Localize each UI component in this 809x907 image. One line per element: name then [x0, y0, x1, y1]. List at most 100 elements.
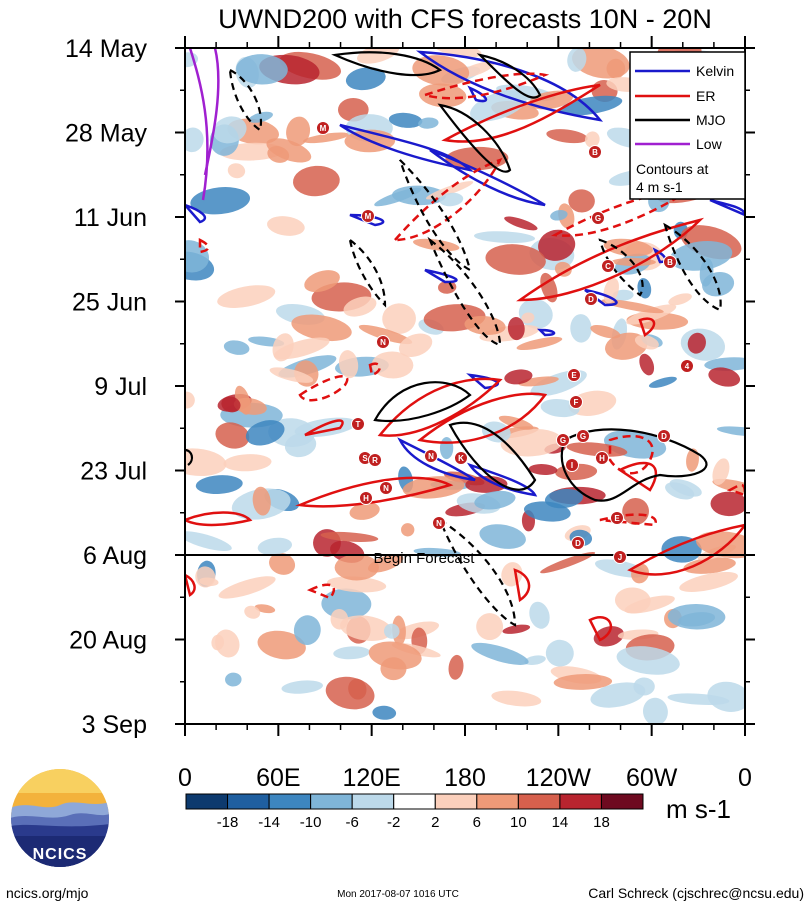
anomaly-blob: [266, 138, 312, 163]
anomaly-blob: [704, 357, 745, 371]
anomaly-blob: [382, 303, 416, 334]
anomaly-blob: [546, 129, 588, 144]
storm-marker-label: E: [614, 514, 620, 523]
legend-label-kelvin: Kelvin: [696, 63, 734, 79]
anomaly-blob: [401, 523, 415, 537]
storm-marker: G: [556, 433, 570, 447]
anomaly-blob: [683, 557, 736, 574]
storm-marker-label: E: [571, 371, 577, 380]
anomaly-blob: [345, 67, 386, 91]
footer-author: Carl Schreck (cjschrec@ncsu.edu): [588, 885, 804, 901]
x-tick-label: 0: [178, 764, 192, 792]
colorbar-swatch: [227, 793, 270, 810]
anomaly-blob: [554, 261, 572, 277]
legend-box: [629, 51, 746, 200]
anomaly-blob: [327, 576, 387, 593]
anomaly-blob: [244, 605, 261, 619]
y-tick-label: 3 Sep: [82, 711, 147, 739]
anomaly-blob: [474, 231, 535, 244]
storm-marker: R: [368, 453, 382, 467]
anomaly-blob: [716, 426, 745, 437]
anomaly-blob: [267, 216, 305, 236]
colorbar-swatch: [600, 793, 644, 810]
colorbar-label: -2: [387, 814, 400, 831]
anomaly-blob: [254, 604, 276, 614]
anomaly-blob: [245, 420, 285, 446]
legend-contour-note-2: 4 m s-1: [636, 179, 683, 195]
colorbar-label: -6: [346, 814, 359, 831]
anomaly-blob: [570, 314, 592, 343]
anomaly-blob: [568, 189, 595, 213]
anomaly-blob: [185, 127, 204, 153]
anomaly-blob: [702, 272, 735, 297]
y-tick-label: 28 May: [65, 120, 147, 148]
colorbar: -18 -14 -10 -6 -2 2 6 10 14 18: [185, 793, 644, 831]
colorbar-swatch: [351, 793, 395, 810]
storm-marker-label: F: [574, 398, 579, 407]
anomaly-blob: [358, 324, 413, 345]
anomaly-blob: [367, 554, 404, 573]
anomaly-blob: [195, 475, 243, 494]
anomaly-blob: [388, 112, 423, 128]
x-axis: 0 60E 120E 180 120W 60W 0: [178, 36, 752, 792]
storm-marker: D: [657, 429, 671, 443]
anomaly-blob: [330, 608, 349, 630]
anomaly-blob: [516, 336, 563, 351]
anomaly-blob: [504, 216, 538, 231]
x-tick-label: 60E: [256, 764, 300, 792]
anomaly-blob: [616, 646, 680, 675]
anomaly-blob: [349, 502, 380, 520]
colorbar-label: -14: [258, 814, 280, 831]
anomaly-blob: [603, 238, 653, 257]
legend-contour-note-1: Contours at: [636, 161, 708, 177]
anomaly-blob: [215, 422, 250, 449]
anomaly-blob: [521, 312, 535, 324]
storm-marker-label: M: [365, 212, 372, 221]
anomaly-blob: [648, 376, 677, 388]
anomaly-blob: [218, 576, 276, 599]
anomaly-blob: [438, 280, 457, 294]
colorbar-unit: m s-1: [666, 794, 731, 824]
storm-marker: G: [576, 429, 590, 443]
anomaly-blob: [550, 210, 568, 221]
anomaly-blob: [291, 314, 352, 342]
anomaly-blob: [190, 187, 251, 215]
storm-marker-label: N: [436, 519, 442, 528]
anomaly-blob: [614, 587, 651, 614]
er-contours: [185, 72, 745, 642]
anomaly-blob: [474, 490, 516, 510]
storm-marker-label: C: [605, 262, 611, 271]
anomaly-blob: [707, 681, 745, 712]
storm-marker-label: 4: [685, 362, 690, 371]
storm-marker-label: G: [580, 432, 586, 441]
anomaly-blob: [368, 641, 422, 670]
storm-marker-label: R: [372, 456, 378, 465]
footer-url: ncics.org/mjo: [6, 885, 89, 901]
anomaly-blob: [185, 240, 210, 273]
anomaly-blob: [269, 552, 296, 575]
anomaly-blob: [233, 397, 267, 415]
storm-marker: N: [376, 335, 390, 349]
storm-marker: B: [588, 145, 602, 159]
storm-marker: F: [569, 395, 583, 409]
anomaly-blob: [371, 351, 414, 379]
anomaly-blob: [432, 48, 482, 58]
anomaly-blob: [217, 285, 276, 308]
anomaly-blob: [348, 678, 367, 700]
anomaly-blob: [669, 479, 702, 497]
legend: Kelvin ER MJO Low Contours at 4 m s-1: [629, 51, 746, 200]
storm-marker: D: [584, 292, 598, 306]
anomaly-blob: [639, 353, 655, 376]
anomaly-blob: [293, 615, 321, 645]
y-axis: 14 May 28 May 11 Jun 25 Jun 9 Jul 23 Jul 6 Aug…: [65, 35, 755, 739]
anomaly-blob: [502, 624, 531, 634]
anomaly-blob: [340, 615, 392, 641]
anomaly-blob: [302, 132, 350, 144]
storm-marker-label: G: [595, 214, 601, 223]
anomaly-blob: [524, 655, 546, 665]
storm-marker: G: [591, 211, 605, 225]
anomaly-blob: [320, 531, 379, 542]
anomaly-blob: [334, 554, 379, 581]
storm-markers: M M B G C B D 4 N E F G D T S R H N N K G I H E N D J: [316, 121, 694, 564]
